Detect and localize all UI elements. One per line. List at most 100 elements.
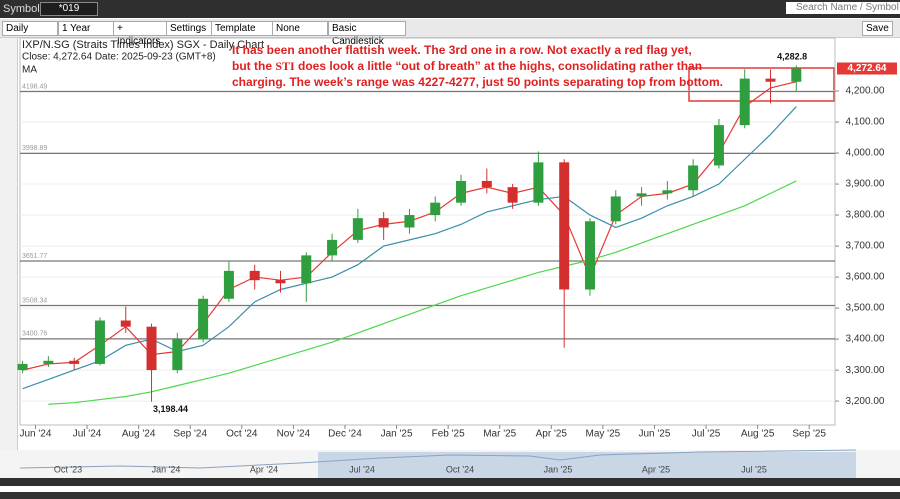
horizontal-line-label: 3998.89: [22, 145, 47, 152]
candle-body: [765, 78, 776, 82]
candle-body: [533, 162, 544, 203]
candle-body: [43, 360, 54, 364]
x-tick-label: Jul '24: [73, 429, 102, 440]
candle-body: [275, 280, 286, 284]
ma-line: [22, 106, 797, 390]
navigator-label: Oct '24: [446, 464, 474, 474]
candle-body: [559, 162, 570, 290]
toolbar-control[interactable]: Daily: [2, 21, 58, 36]
navigator-label: Jul '24: [349, 464, 375, 474]
candle-body: [198, 298, 209, 340]
candle-body: [456, 180, 467, 203]
save-button[interactable]: Save: [862, 21, 893, 36]
x-tick-label: Nov '24: [277, 429, 311, 440]
navigator-label: Apr '25: [642, 464, 670, 474]
candle-body: [636, 193, 647, 197]
horizontal-line-label: 3651.77: [22, 253, 47, 260]
navigator-line: [19, 449, 857, 469]
horizontal-line-label: 4198.49: [22, 83, 47, 90]
plot-frame: [19, 37, 836, 426]
toolbar-control[interactable]: Basic Candlestick: [328, 21, 406, 47]
chart-subtitle: Close: 4,272.64 Date: 2025-09-23 (GMT+8): [22, 52, 216, 63]
symbols-label: Symbols:: [3, 3, 49, 15]
candle-body: [713, 125, 724, 166]
toolbar: Save Daily 1 Year + Indicators Settings Temp…: [0, 19, 900, 47]
y-tick-label: 4,200.00: [846, 86, 885, 97]
note-line: It has been another flattish week. The 3…: [232, 43, 692, 57]
x-tick-label: Jul '25: [692, 429, 721, 440]
note-text: does look a little “out of breath” at th…: [294, 59, 703, 73]
x-tick-label: Dec '24: [328, 429, 362, 440]
footer: [0, 492, 900, 499]
symbol-tab[interactable]: *019: [40, 2, 98, 16]
ma-line: [48, 180, 797, 405]
x-tick-label: Jun '24: [20, 429, 52, 440]
y-tick-label: 4,000.00: [846, 148, 885, 159]
note-line: but the STI does look a little “out of b…: [232, 58, 723, 74]
note-text: STI: [275, 59, 295, 73]
candle-body: [507, 187, 518, 203]
note-line: charging. The week’s range was 4227-4277…: [232, 75, 724, 89]
toolbar-control[interactable]: Template: [211, 21, 273, 36]
candle-body: [430, 202, 441, 216]
candle-body: [249, 270, 260, 281]
x-tick-label: Apr '25: [536, 429, 568, 440]
candle-body: [791, 68, 802, 82]
price-annotation: 4,282.8: [777, 52, 807, 62]
candle-body: [739, 78, 750, 126]
indicator-label: MA: [22, 65, 37, 76]
candle-body: [352, 218, 363, 240]
x-tick-label: Jun '25: [638, 429, 670, 440]
tool-strip: [0, 38, 18, 450]
x-tick-label: Sep '25: [792, 429, 826, 440]
x-tick-label: Oct '24: [226, 429, 258, 440]
candle-body: [223, 270, 234, 299]
candle-body: [120, 320, 131, 327]
y-tick-label: 3,300.00: [846, 365, 885, 376]
last-price-label: 4,272.64: [848, 63, 887, 74]
y-tick-label: 3,200.00: [846, 396, 885, 407]
candle-body: [146, 326, 157, 371]
toolbar-control[interactable]: 1 Year: [58, 21, 114, 36]
chart-title: IXP/N.SG (Straits Times Index) SGX - Dai…: [22, 39, 264, 51]
navigator-label: Jul '25: [741, 464, 767, 474]
candle-body: [481, 180, 492, 188]
y-tick-label: 3,600.00: [846, 272, 885, 283]
candle-body: [584, 221, 595, 290]
candle-body: [378, 218, 389, 228]
candle-body: [17, 363, 28, 371]
price-annotation: 3,198.44: [153, 404, 188, 414]
y-tick-label: 3,500.00: [846, 303, 885, 314]
scrollbar[interactable]: [0, 478, 900, 486]
x-tick-label: Aug '25: [741, 429, 775, 440]
last-price-tag: [837, 62, 897, 75]
y-tick-label: 3,900.00: [846, 179, 885, 190]
note-text: but the: [232, 59, 276, 73]
candle-body: [172, 339, 183, 371]
y-tick-label: 4,100.00: [846, 117, 885, 128]
y-tick-label: 3,400.00: [846, 334, 885, 345]
range-box: [688, 67, 835, 102]
candle-body: [688, 165, 699, 191]
candle-body: [662, 190, 673, 194]
candle-body: [301, 255, 312, 284]
x-tick-label: Jan '25: [381, 429, 413, 440]
candle-body: [404, 215, 415, 228]
toolbar-control[interactable]: None: [272, 21, 328, 36]
navigator-window[interactable]: [318, 452, 856, 478]
horizontal-line-label: 3508.34: [22, 297, 47, 304]
x-tick-label: Aug '24: [122, 429, 156, 440]
top-bar: Symbols: *019 Search Name / Symbol: [0, 0, 900, 18]
candle-body: [610, 196, 621, 222]
y-tick-label: 3,700.00: [846, 241, 885, 252]
x-tick-label: Mar '25: [483, 429, 516, 440]
search-box[interactable]: Search Name / Symbol: [786, 2, 900, 14]
annotation-note: It has been another flattish week. The 3…: [232, 42, 723, 90]
candle-body: [94, 320, 105, 364]
horizontal-line-label: 3400.76: [22, 331, 47, 338]
navigator-label: Apr '24: [250, 464, 278, 474]
y-tick-label: 3,800.00: [846, 210, 885, 221]
navigator-label: Jan '25: [544, 464, 573, 474]
